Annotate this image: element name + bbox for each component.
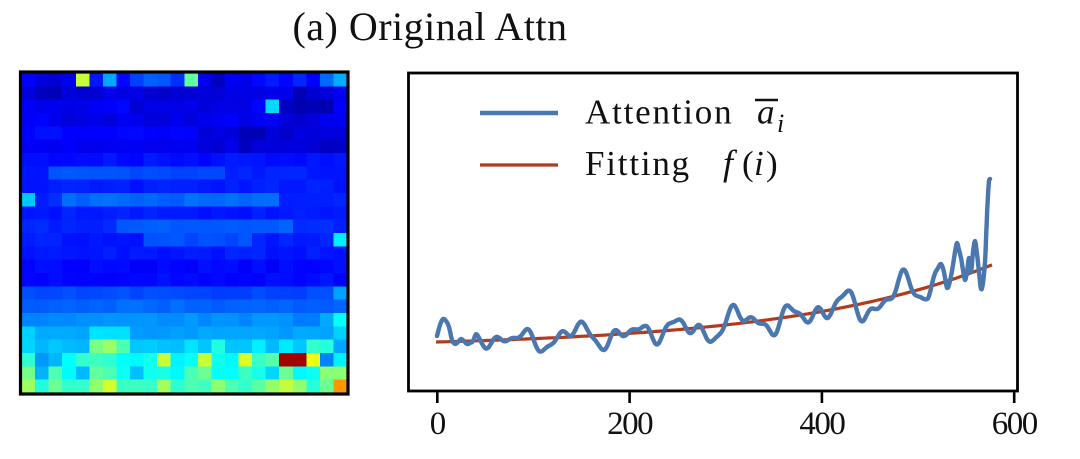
svg-text:(a) Original Attn: (a) Original Attn xyxy=(292,4,567,49)
svg-text:400: 400 xyxy=(799,406,845,442)
svg-text:0: 0 xyxy=(430,406,446,442)
svg-text:600: 600 xyxy=(992,406,1038,442)
svg-text:): ) xyxy=(766,144,778,183)
svg-text:a: a xyxy=(757,93,775,132)
svg-text:(: ( xyxy=(742,144,754,183)
svg-text:i: i xyxy=(777,109,784,138)
svg-text:200: 200 xyxy=(607,406,653,442)
svg-text:Fitting: Fitting xyxy=(585,144,691,183)
svg-text:Attention: Attention xyxy=(585,93,733,132)
svg-text:i: i xyxy=(754,144,764,183)
